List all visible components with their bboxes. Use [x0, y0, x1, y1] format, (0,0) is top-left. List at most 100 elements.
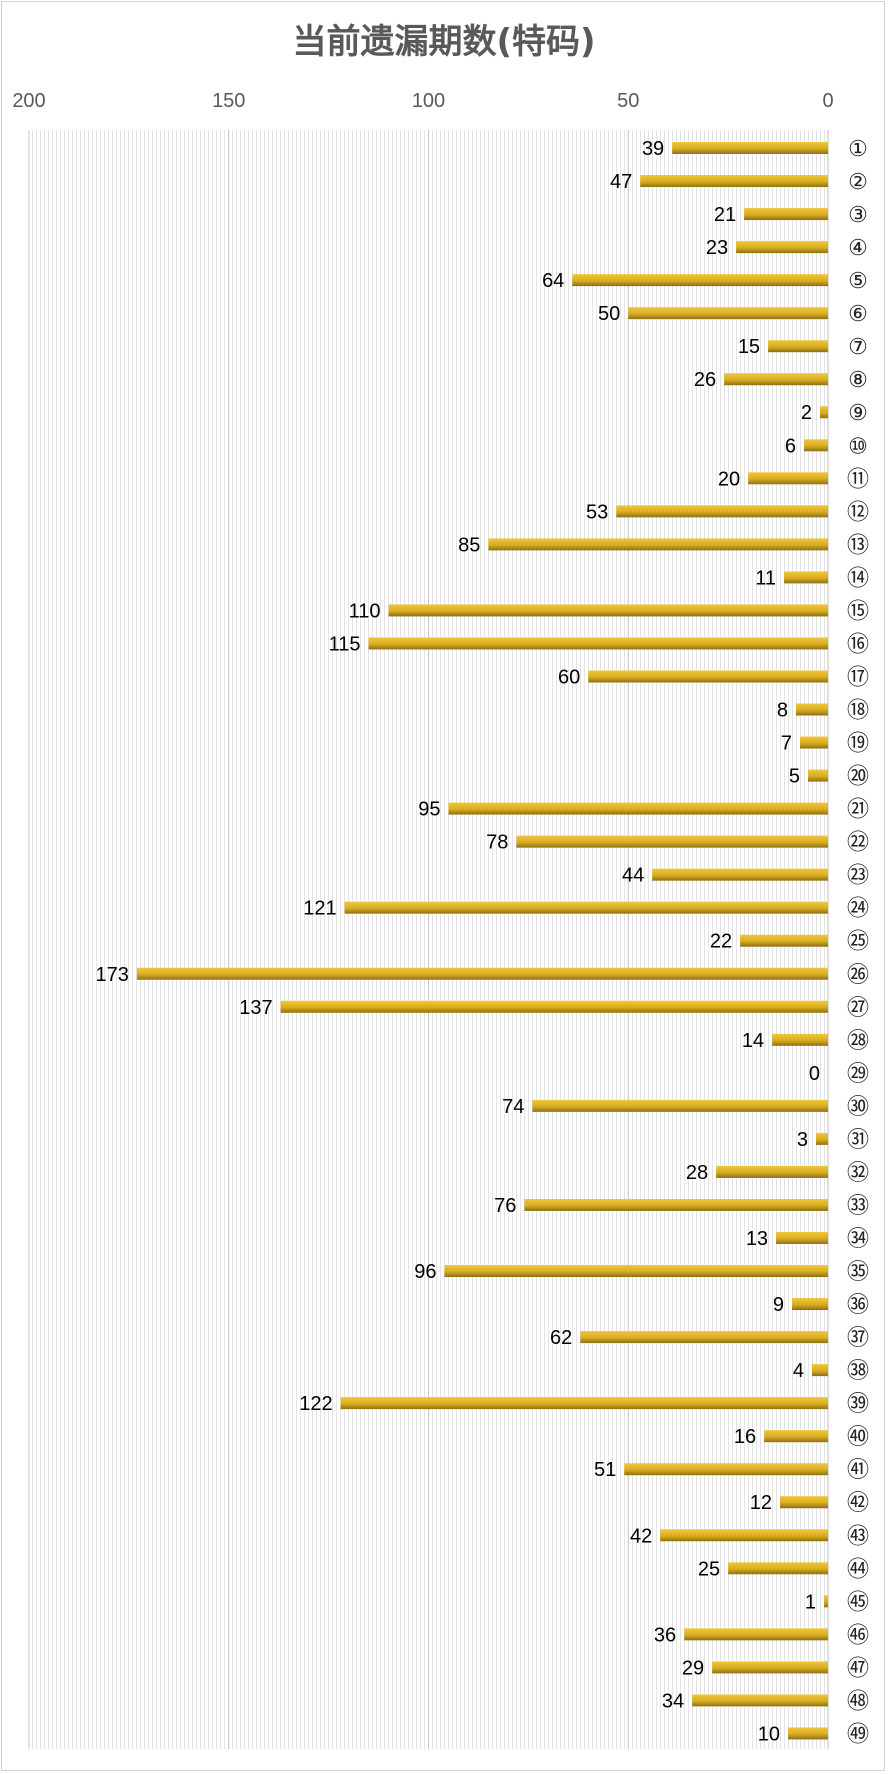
bar: [628, 307, 828, 320]
category-label: ㉘: [847, 1029, 869, 1054]
category-label: ⑬: [847, 533, 869, 558]
category-label: ㉝: [847, 1194, 869, 1219]
data-label: 2: [801, 402, 812, 424]
category-label: ㊻: [847, 1623, 869, 1648]
bar: [640, 175, 828, 188]
x-tick-label: 50: [617, 90, 639, 112]
bar: [672, 142, 828, 154]
data-label: 7: [781, 733, 792, 755]
bar: [736, 241, 828, 254]
data-label: 173: [95, 964, 128, 986]
bar: [792, 1298, 828, 1311]
data-label: 12: [750, 1492, 772, 1514]
data-label: 10: [758, 1723, 780, 1745]
data-label: 16: [734, 1426, 756, 1448]
bar: [660, 1529, 828, 1542]
category-label: ㉗: [847, 996, 869, 1021]
category-label: ⑲: [847, 732, 869, 757]
data-label: 0: [809, 1063, 820, 1085]
category-label: ②: [848, 170, 868, 195]
bar: [532, 1099, 828, 1112]
data-label: 76: [494, 1195, 516, 1217]
category-label: ㉓: [847, 864, 869, 889]
data-label: 64: [542, 270, 564, 292]
bar: [388, 604, 828, 617]
data-label: 13: [746, 1228, 768, 1250]
bar: [820, 406, 828, 419]
data-label: 137: [239, 997, 272, 1019]
bar: [808, 769, 828, 782]
bar: [744, 208, 828, 221]
category-label: ㊳: [847, 1359, 869, 1384]
bar: [684, 1628, 828, 1641]
data-label: 110: [349, 600, 381, 622]
bar: [716, 1165, 828, 1178]
category-label: ㉖: [847, 963, 869, 988]
category-label: ㊹: [847, 1557, 869, 1582]
data-label: 8: [777, 700, 788, 722]
data-label: 11: [755, 567, 776, 589]
bar: [748, 472, 828, 485]
category-label: ⑭: [847, 566, 869, 591]
data-label: 51: [594, 1459, 616, 1481]
category-label: ㉟: [847, 1260, 869, 1285]
category-label: ⑪: [847, 467, 869, 492]
category-label: ③: [848, 203, 868, 228]
category-label: ㊺: [847, 1590, 869, 1615]
data-label: 47: [610, 171, 632, 193]
category-label: ㊶: [847, 1458, 869, 1483]
bar: [816, 1132, 828, 1145]
data-label: 95: [418, 799, 440, 821]
data-label: 29: [682, 1657, 704, 1679]
data-label: 44: [622, 865, 644, 887]
data-label: 121: [303, 898, 336, 920]
data-label: 21: [714, 204, 736, 226]
bar: [624, 1463, 828, 1476]
data-label: 85: [458, 534, 480, 556]
bar: [780, 1496, 828, 1509]
category-label: ⑫: [847, 500, 869, 525]
bar: [712, 1661, 828, 1674]
bar: [784, 571, 828, 584]
bar: [368, 637, 828, 650]
data-label: 42: [630, 1525, 652, 1547]
data-label: 9: [773, 1294, 784, 1316]
data-label: 25: [698, 1558, 720, 1580]
bar: [516, 835, 828, 848]
bar: [764, 1430, 828, 1443]
data-label: 53: [586, 501, 608, 523]
x-tick-label: 200: [12, 90, 45, 112]
bar: [772, 1033, 828, 1046]
category-label: ㊽: [847, 1689, 869, 1714]
bar: [740, 934, 828, 947]
category-label: ㉔: [847, 897, 869, 922]
chart-title: 当前遗漏期数(特码): [292, 22, 596, 62]
data-label: 78: [486, 832, 508, 854]
bar: [804, 439, 828, 452]
data-label: 60: [558, 666, 580, 688]
bar: [824, 1595, 828, 1608]
bar: [340, 1397, 828, 1410]
category-label: ①: [848, 137, 868, 162]
x-tick-label: 150: [212, 90, 245, 112]
data-label: 39: [642, 138, 664, 160]
data-label: 96: [414, 1261, 436, 1283]
x-tick-label: 100: [412, 90, 445, 112]
data-label: 3: [797, 1129, 808, 1151]
category-label: ⑮: [847, 599, 869, 624]
category-label: ⑩: [848, 434, 868, 459]
category-label: ㉜: [847, 1161, 869, 1186]
category-label: ㉚: [847, 1095, 869, 1120]
bar: [724, 373, 828, 386]
bar: [572, 274, 828, 287]
category-label: ⑨: [848, 401, 868, 426]
bar: [652, 868, 828, 881]
category-label: ㉛: [847, 1128, 869, 1153]
bar: [280, 1000, 828, 1013]
data-label: 36: [654, 1624, 676, 1646]
data-label: 22: [710, 931, 732, 953]
bar: [728, 1562, 828, 1575]
bar: [580, 1331, 828, 1344]
bar: [588, 670, 828, 683]
